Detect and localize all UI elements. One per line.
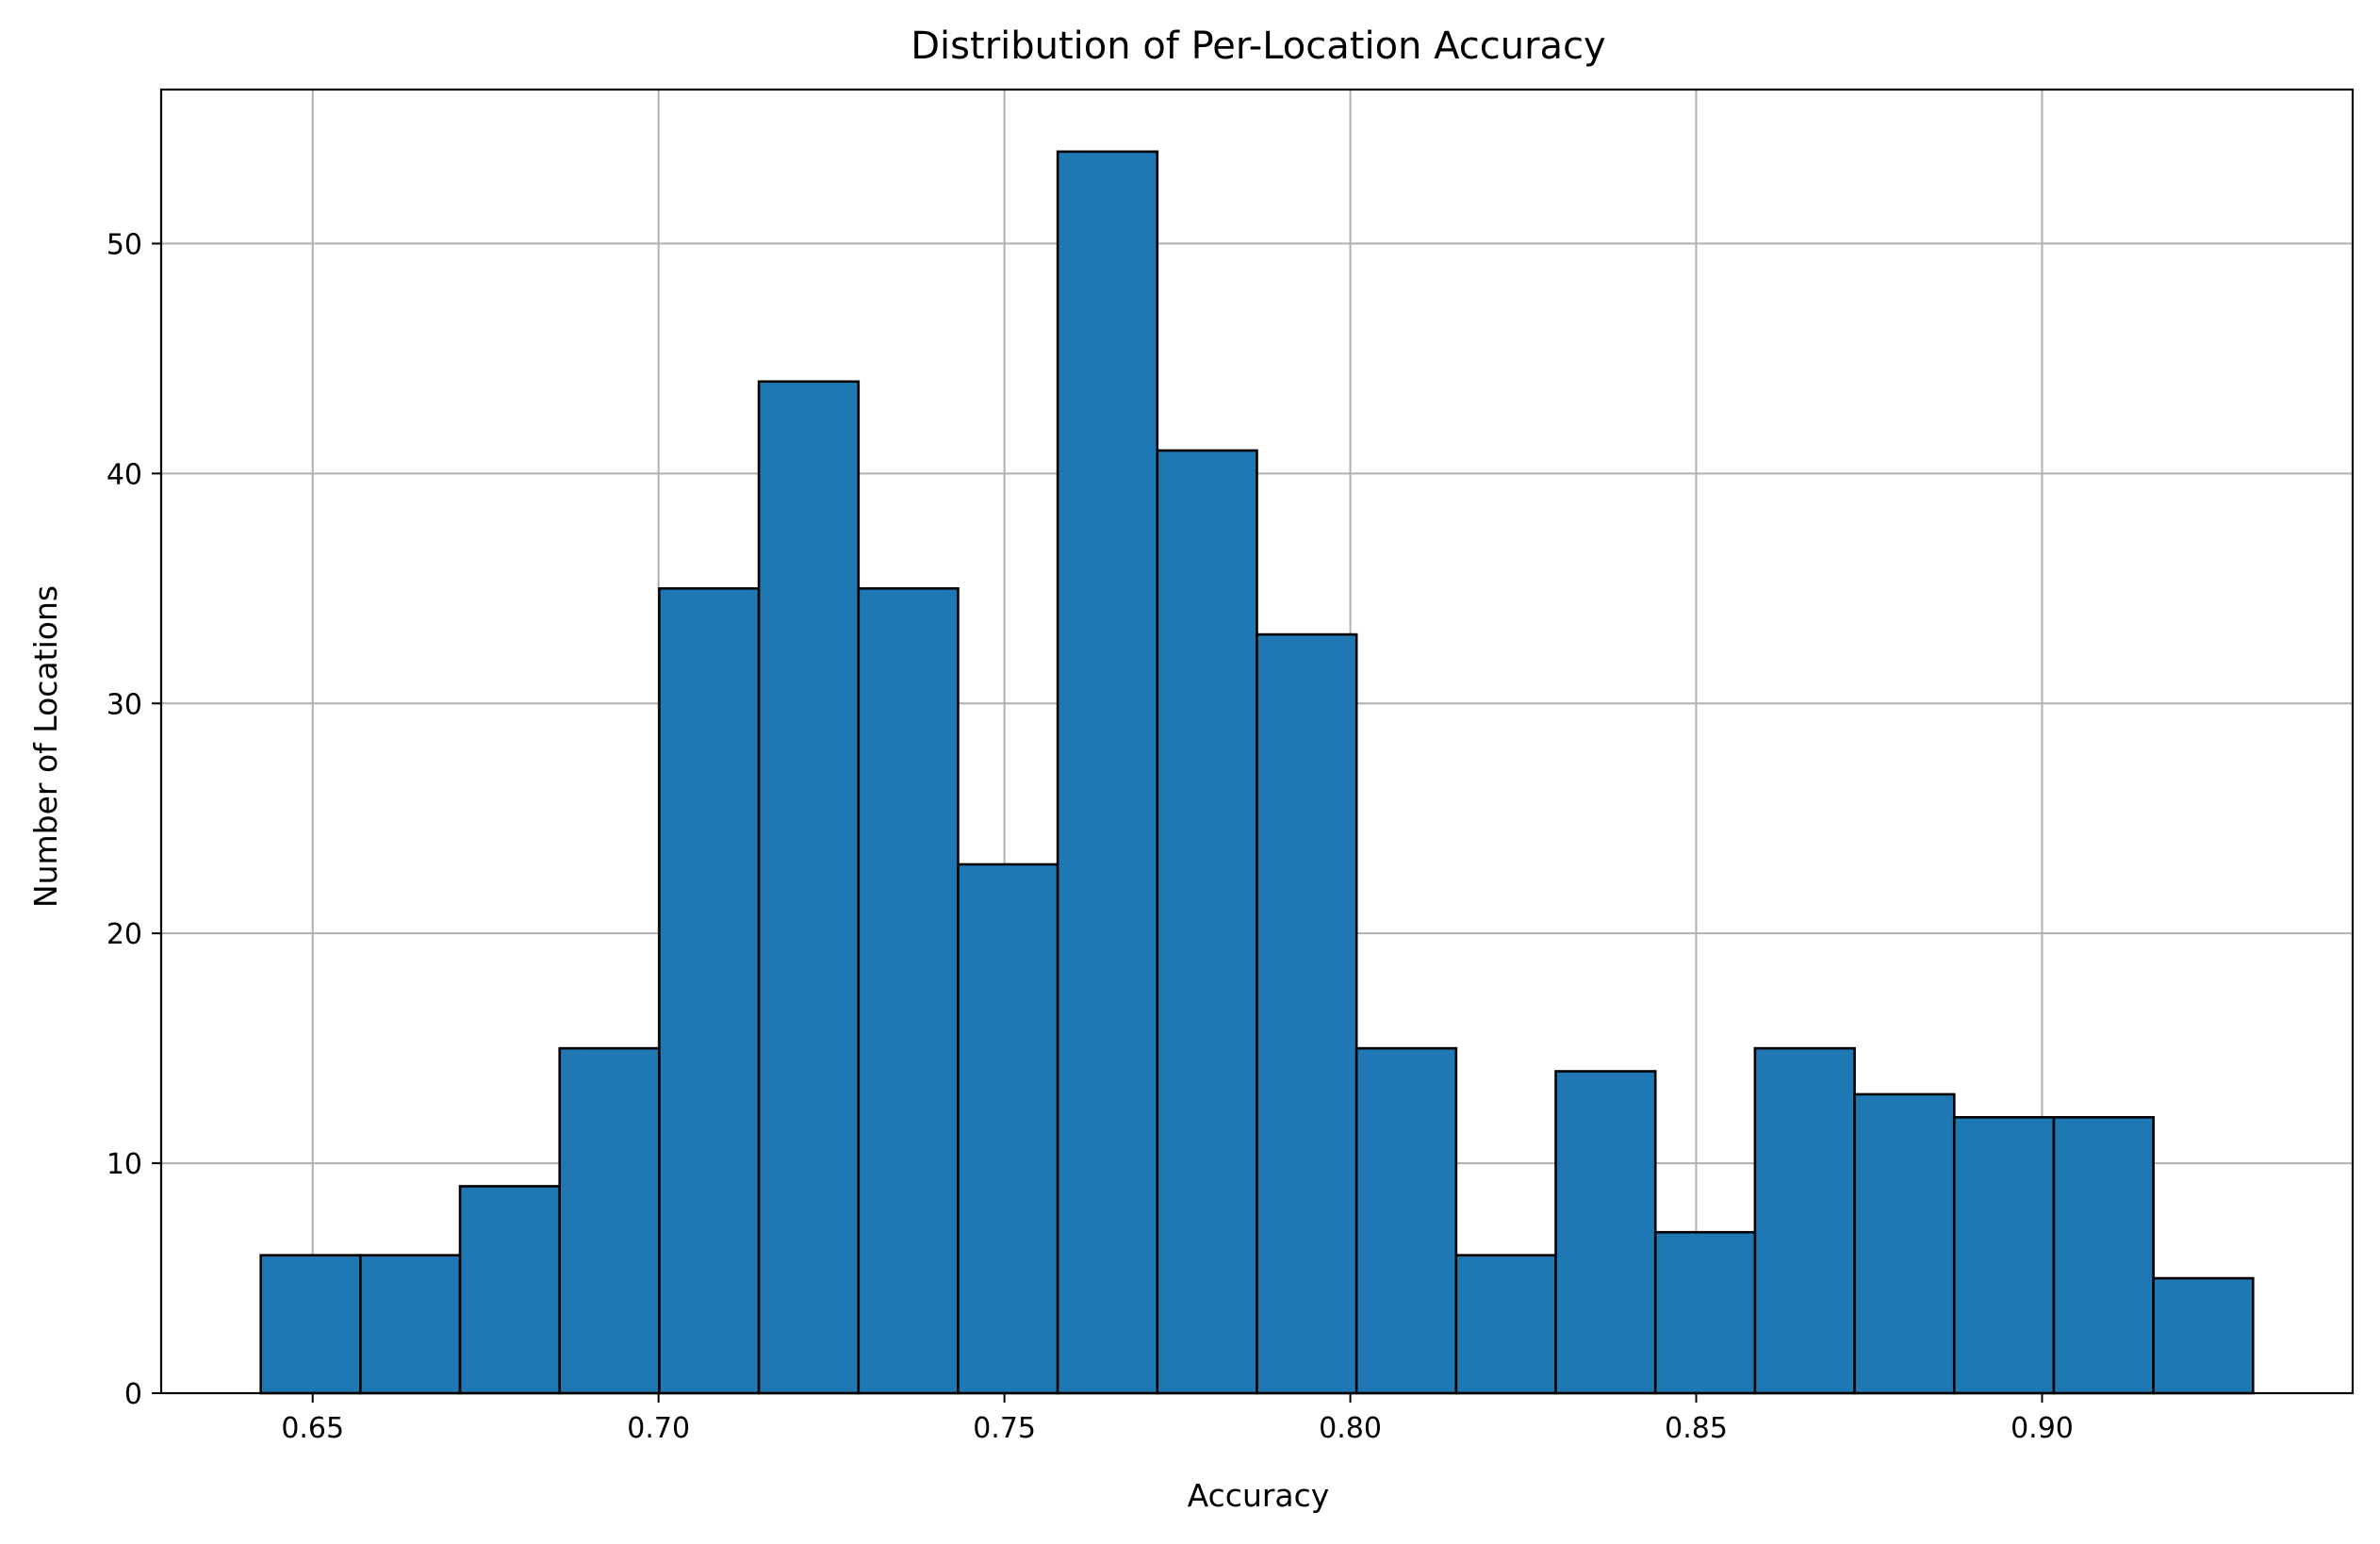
y-tick-label: 0 xyxy=(124,1378,142,1411)
histogram-bar xyxy=(1653,1230,1757,1395)
y-tick-label: 30 xyxy=(107,688,142,721)
histogram-bar xyxy=(1354,1046,1458,1395)
histogram-bar xyxy=(2152,1276,2255,1395)
histogram-bar xyxy=(1056,150,1159,1395)
histogram-bar xyxy=(1156,449,1258,1395)
x-tick-label: 0.90 xyxy=(2011,1412,2074,1445)
x-tick-label: 0.85 xyxy=(1665,1412,1728,1445)
histogram-bar xyxy=(458,1185,562,1395)
y-axis-label: Number of Locations xyxy=(27,585,64,908)
y-tick-label: 40 xyxy=(107,458,142,491)
histogram-bar xyxy=(1256,632,1358,1395)
histogram-bar xyxy=(1454,1254,1557,1395)
y-tick-label: 10 xyxy=(107,1148,142,1181)
histogram-bar xyxy=(359,1254,462,1395)
axis-ticks: 0.65 0.70 0.75 0.80 0.85 0.90 0 10 20 30 40 50 xyxy=(107,228,2074,1445)
histogram-bar xyxy=(1753,1046,1856,1395)
histogram-bar xyxy=(857,586,960,1395)
x-tick-label: 0.80 xyxy=(1319,1412,1382,1445)
plot-frame xyxy=(159,88,2355,1395)
chart-title: Distribution of Per-Location Accuracy xyxy=(911,25,1605,68)
histogram-bar xyxy=(1554,1070,1657,1395)
y-tick-label: 20 xyxy=(107,918,142,951)
histogram-bar xyxy=(1952,1116,2056,1395)
x-axis-label: Accuracy xyxy=(1188,1477,1330,1514)
histogram-bars xyxy=(259,150,2255,1395)
histogram-bar xyxy=(558,1046,661,1395)
x-tick-label: 0.75 xyxy=(973,1412,1036,1445)
histogram-bar xyxy=(259,1254,362,1395)
x-tick-label: 0.70 xyxy=(627,1412,690,1445)
y-tick-label: 50 xyxy=(107,228,142,261)
histogram-bar xyxy=(2052,1116,2155,1395)
histogram-bar xyxy=(957,862,1059,1395)
histogram-bar xyxy=(658,586,761,1395)
x-tick-label: 0.65 xyxy=(281,1412,344,1445)
histogram-bar xyxy=(757,380,861,1395)
histogram-bar xyxy=(1853,1092,1956,1395)
